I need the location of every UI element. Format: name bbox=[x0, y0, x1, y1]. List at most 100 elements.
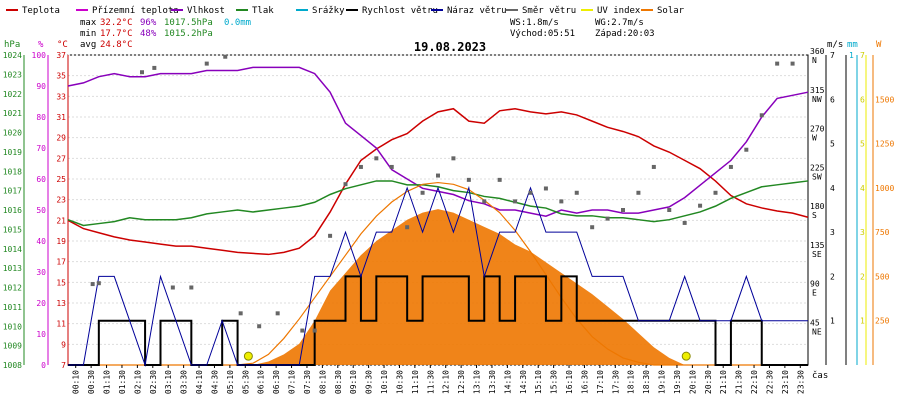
legend-label: Náraz větru bbox=[447, 6, 507, 16]
stat-ws: WS:1.8m/s bbox=[510, 18, 559, 28]
x-tick-label: 02:30 bbox=[149, 370, 158, 394]
x-tick-label: 14:30 bbox=[519, 370, 528, 394]
uv-tick-label: 3 bbox=[860, 228, 865, 237]
x-tick-label: 06:10 bbox=[257, 370, 266, 394]
axis-units: hPa % °C m/s mm W čas bbox=[4, 40, 882, 381]
wind-dir-point bbox=[90, 282, 95, 287]
pressure-tick-label: 1024 bbox=[3, 51, 22, 60]
wind-dir-point bbox=[698, 203, 703, 208]
legend-label: Teplota bbox=[22, 6, 60, 16]
pressure-tick-label: 1015 bbox=[3, 225, 22, 234]
stat-min-hum: 48% bbox=[140, 29, 157, 39]
x-tick-label: 14:10 bbox=[503, 370, 512, 394]
wind-dir-point bbox=[513, 199, 518, 204]
wind-dir-tick-label: 360 bbox=[810, 47, 825, 56]
x-tick-label: 20:10 bbox=[688, 370, 697, 394]
wind-dir-tick-label: 135 bbox=[810, 241, 825, 250]
stat-sunset: Západ:20:03 bbox=[595, 29, 655, 39]
temperature-tick-label: 17 bbox=[56, 258, 66, 267]
wind-dir-point bbox=[358, 164, 363, 169]
uv-tick-label: 6 bbox=[860, 95, 865, 104]
wind-dir-name-label: W bbox=[812, 134, 817, 143]
wind-dir-point bbox=[559, 199, 564, 204]
temperature-tick-label: 35 bbox=[56, 72, 66, 81]
temperature-tick-label: 37 bbox=[56, 51, 66, 60]
wind-dir-point bbox=[667, 208, 672, 212]
temperature-tick-label: 19 bbox=[56, 237, 66, 246]
wind-dir-name-label: SE bbox=[812, 250, 822, 259]
x-tick-label: 11:10 bbox=[411, 370, 420, 394]
wind-dir-point bbox=[775, 61, 780, 66]
legend-label: Směr větru bbox=[522, 6, 576, 16]
wind-dir-point bbox=[636, 190, 641, 195]
x-tick-label: 01:30 bbox=[118, 370, 127, 394]
x-tick-label: 23:10 bbox=[781, 370, 790, 394]
temperature-tick-label: 13 bbox=[56, 299, 66, 308]
wind-speed-line bbox=[68, 275, 808, 366]
x-tick-label: 23:30 bbox=[796, 370, 805, 394]
temperature-tick-label: 11 bbox=[56, 320, 66, 329]
temperature-tick-label: 27 bbox=[56, 154, 66, 163]
unit-degc: °C bbox=[57, 40, 68, 50]
wind-speed-tick-label: 7 bbox=[830, 51, 835, 60]
humidity-tick-label: 20 bbox=[36, 299, 46, 308]
pressure-tick-label: 1010 bbox=[3, 322, 22, 331]
x-tick-label: 09:30 bbox=[365, 370, 374, 394]
pressure-tick-label: 1013 bbox=[3, 264, 22, 273]
wind-dir-point bbox=[744, 147, 749, 152]
solar-tick-label: 500 bbox=[875, 272, 890, 281]
uv-tick-label: 4 bbox=[860, 184, 865, 193]
temperature-tick-label: 9 bbox=[61, 340, 66, 349]
wind-dir-point bbox=[543, 186, 548, 191]
wind-dir-point bbox=[621, 208, 625, 212]
humidity-tick-label: 50 bbox=[36, 206, 46, 215]
wind-dir-point bbox=[482, 199, 487, 204]
legend-label: Přízemní teplota bbox=[92, 6, 179, 16]
x-axis: 00:10 00:30 01:10 01:30 02:10 02:30 03:10 03:30… bbox=[72, 365, 805, 394]
uv-point bbox=[243, 351, 253, 361]
x-tick-label: 17:30 bbox=[611, 370, 620, 394]
wind-dir-tick-label: 90 bbox=[810, 280, 820, 289]
wind-dir-point bbox=[759, 113, 764, 118]
stat-min-press: 1015.2hPa bbox=[164, 29, 213, 39]
rain-tick-label: 1 bbox=[849, 51, 854, 60]
x-tick-label: 04:10 bbox=[195, 370, 204, 394]
pressure-tick-label: 1012 bbox=[3, 284, 22, 293]
wind-dir-point bbox=[96, 281, 101, 286]
x-tick-label: 13:30 bbox=[488, 370, 497, 394]
wind-dir-point bbox=[152, 65, 157, 70]
wind-dir-point bbox=[374, 156, 379, 161]
x-tick-label: 16:10 bbox=[565, 370, 574, 394]
x-tick-label: 03:30 bbox=[180, 370, 189, 394]
wind-dir-tick-label: 225 bbox=[810, 163, 825, 172]
temperature-tick-label: 29 bbox=[56, 134, 66, 143]
x-tick-label: 01:10 bbox=[103, 370, 112, 394]
wind-dir-point bbox=[713, 190, 718, 195]
uv-tick-label: 1 bbox=[860, 317, 865, 326]
wind-gust-line bbox=[68, 185, 808, 367]
humidity-tick-label: 30 bbox=[36, 268, 46, 277]
x-tick-label: 21:30 bbox=[735, 370, 744, 394]
wind-dir-point bbox=[436, 173, 440, 178]
pressure-tick-label: 1014 bbox=[3, 245, 22, 254]
wind-speed-tick-label: 6 bbox=[830, 95, 835, 104]
temperature-tick-label: 7 bbox=[61, 361, 66, 370]
x-tick-label: 03:10 bbox=[164, 370, 173, 394]
stat-wg: WG:2.7m/s bbox=[595, 18, 644, 28]
legend-label: Vlhkost bbox=[187, 6, 225, 16]
stat-max-press: 1017.5hPa bbox=[164, 18, 213, 28]
wind-dir-point bbox=[528, 190, 533, 195]
wind-dir-tick-label: 45 bbox=[810, 318, 820, 327]
wind-dir-point bbox=[590, 225, 595, 230]
legend-label: Solar bbox=[657, 6, 685, 16]
x-tick-label: 05:30 bbox=[241, 370, 250, 394]
stats-block: max 32.2°C 96% 1017.5hPa 0.0mm min 17.7°… bbox=[80, 18, 655, 54]
x-tick-label: 18:30 bbox=[642, 370, 651, 394]
wind-dir-point bbox=[238, 311, 243, 316]
solar-tick-label: 1000 bbox=[875, 184, 894, 193]
plot-area bbox=[67, 54, 809, 367]
wind-dir-name-label: E bbox=[812, 289, 817, 298]
wind-dir-name-label: NE bbox=[812, 327, 822, 336]
stat-avg-label: avg bbox=[80, 40, 96, 50]
